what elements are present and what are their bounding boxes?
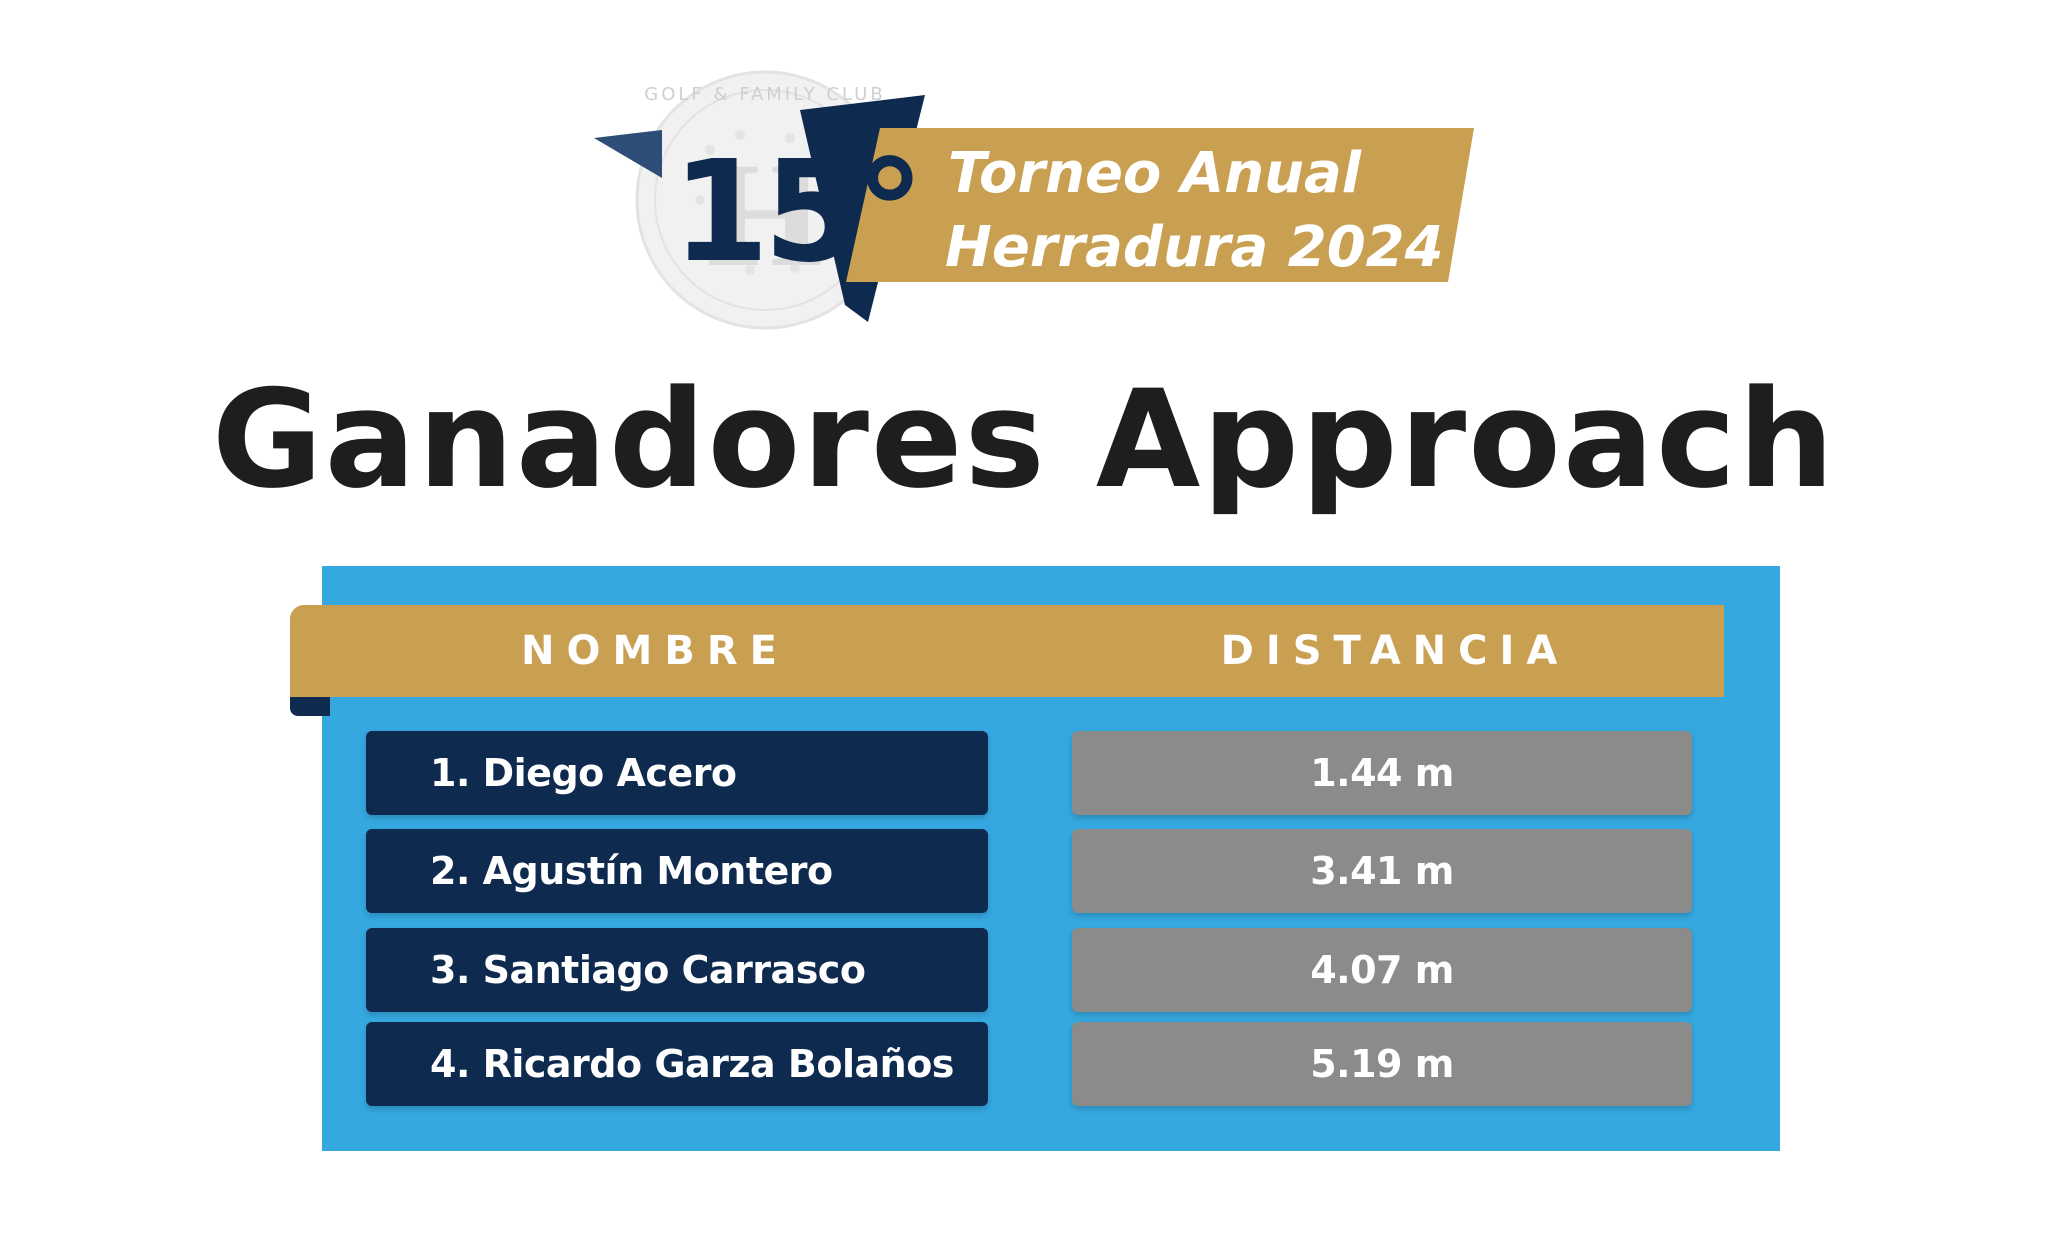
table-header [290, 605, 1724, 697]
flag-left-icon [594, 130, 662, 178]
seal-text: GOLF & FAMILY CLUB [644, 84, 885, 105]
winner-name-3: 3. Santiago Carrasco [366, 928, 988, 1012]
logo-line1: Torneo Anual [948, 141, 1362, 206]
winner-name-1: 1. Diego Acero [366, 731, 988, 815]
winner-distance-3: 4.07 m [1072, 928, 1692, 1012]
tournament-logo: H GOLF & FAMILY CLUB 15° Torneo Anual He… [590, 60, 1490, 350]
tournament-logo-graphic: H GOLF & FAMILY CLUB 15° Torneo Anual He… [594, 70, 1474, 330]
column-header-distance: DISTANCIA [1220, 628, 1570, 674]
winner-name-4: 4. Ricardo Garza Bolaños [366, 1022, 988, 1106]
winner-name-2: 2. Agustín Montero [366, 829, 988, 913]
logo-line2: Herradura 2024 [945, 215, 1444, 280]
winner-distance-2: 3.41 m [1072, 829, 1692, 913]
column-header-name: NOMBRE [521, 628, 789, 674]
page-title: Ganadores Approach [211, 361, 1837, 518]
winner-distance-4: 5.19 m [1072, 1022, 1692, 1106]
winner-distance-1: 1.44 m [1072, 731, 1692, 815]
gold-banner [846, 128, 1474, 282]
anniversary-number: 15° [672, 131, 919, 294]
svg-text:H: H [707, 132, 824, 298]
